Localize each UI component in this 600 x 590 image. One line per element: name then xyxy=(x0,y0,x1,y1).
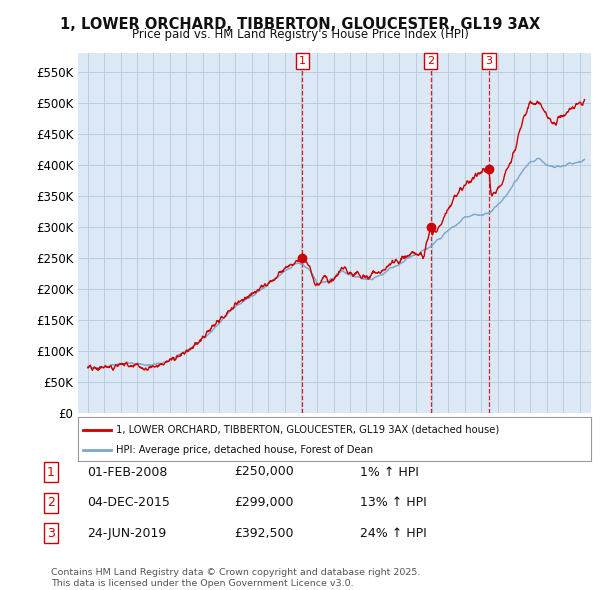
Text: 3: 3 xyxy=(485,56,493,66)
Text: 1, LOWER ORCHARD, TIBBERTON, GLOUCESTER, GL19 3AX (detached house): 1, LOWER ORCHARD, TIBBERTON, GLOUCESTER,… xyxy=(116,425,500,434)
Text: 1: 1 xyxy=(299,56,306,66)
Text: 04-DEC-2015: 04-DEC-2015 xyxy=(87,496,170,509)
Text: £299,000: £299,000 xyxy=(234,496,293,509)
Text: 24% ↑ HPI: 24% ↑ HPI xyxy=(360,527,427,540)
Text: 01-FEB-2008: 01-FEB-2008 xyxy=(87,466,167,478)
Text: 2: 2 xyxy=(47,496,55,509)
Text: 13% ↑ HPI: 13% ↑ HPI xyxy=(360,496,427,509)
Text: 1: 1 xyxy=(47,466,55,478)
Text: 1, LOWER ORCHARD, TIBBERTON, GLOUCESTER, GL19 3AX: 1, LOWER ORCHARD, TIBBERTON, GLOUCESTER,… xyxy=(60,17,540,31)
Text: £392,500: £392,500 xyxy=(234,527,293,540)
Text: 24-JUN-2019: 24-JUN-2019 xyxy=(87,527,166,540)
Text: HPI: Average price, detached house, Forest of Dean: HPI: Average price, detached house, Fore… xyxy=(116,445,374,455)
Text: Price paid vs. HM Land Registry's House Price Index (HPI): Price paid vs. HM Land Registry's House … xyxy=(131,28,469,41)
Text: 1% ↑ HPI: 1% ↑ HPI xyxy=(360,466,419,478)
Text: £250,000: £250,000 xyxy=(234,466,294,478)
Text: 3: 3 xyxy=(47,527,55,540)
Text: Contains HM Land Registry data © Crown copyright and database right 2025.
This d: Contains HM Land Registry data © Crown c… xyxy=(51,568,421,588)
Text: 2: 2 xyxy=(427,56,434,66)
